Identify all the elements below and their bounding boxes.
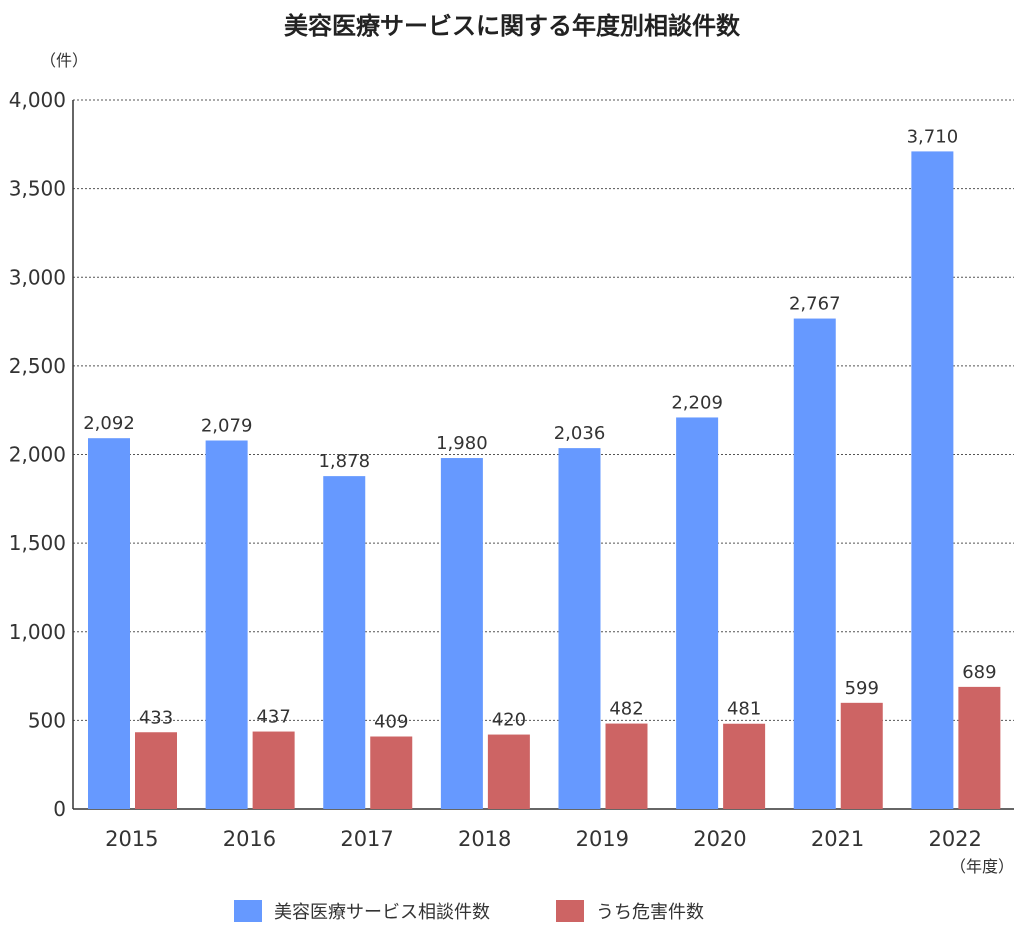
x-tick-label: 2022 [928, 827, 981, 851]
data-label-consultations: 2,767 [789, 294, 841, 315]
bar-consultations [558, 448, 601, 809]
y-tick-label: 2,500 [9, 354, 66, 378]
x-tick-label: 2019 [576, 827, 629, 851]
data-label-harm: 481 [727, 699, 761, 720]
bar-consultations [323, 476, 366, 809]
chart-title: 美容医療サービスに関する年度別相談件数 [284, 12, 740, 40]
bar-harm [370, 736, 413, 809]
legend-label-consultations: 美容医療サービス相談件数 [274, 902, 490, 923]
data-label-consultations: 3,710 [907, 126, 959, 147]
x-tick-label: 2018 [458, 827, 511, 851]
x-tick-label: 2015 [105, 827, 158, 851]
bar-harm [252, 731, 295, 809]
y-tick-label: 3,000 [9, 265, 66, 289]
bar-harm [723, 723, 766, 809]
data-label-consultations: 2,036 [554, 423, 606, 444]
legend-swatch-harm [556, 900, 584, 922]
x-tick-label: 2017 [340, 827, 393, 851]
x-axis-unit-label: （年度） [950, 857, 1014, 876]
x-tick-label: 2020 [693, 827, 746, 851]
bar-consultations [88, 438, 130, 809]
bar-consultations [440, 458, 483, 809]
bar-harm [605, 723, 648, 809]
data-label-harm: 433 [139, 707, 173, 728]
data-label-harm: 599 [845, 678, 879, 699]
legend-item-harm: うち危害件数 [556, 898, 704, 924]
bar-harm [840, 702, 883, 809]
bar-consultations [676, 417, 719, 809]
x-tick-label: 2016 [223, 827, 276, 851]
y-axis-unit-label: （件） [40, 51, 88, 70]
data-label-consultations: 2,209 [671, 392, 723, 413]
bar-harm [135, 732, 177, 809]
x-tick-label: 2021 [811, 827, 864, 851]
bar-harm [958, 686, 1001, 809]
y-tick-label: 500 [28, 708, 66, 732]
data-label-consultations: 1,878 [318, 451, 370, 472]
data-label-harm: 482 [609, 699, 643, 720]
y-tick-label: 1,500 [9, 531, 66, 555]
bar-consultations [793, 318, 836, 809]
y-tick-label: 1,000 [9, 620, 66, 644]
bar-consultations [911, 151, 954, 810]
legend-swatch-consultations [234, 900, 262, 922]
data-label-consultations: 1,980 [436, 433, 488, 454]
data-label-consultations: 2,079 [201, 415, 253, 436]
data-label-harm: 437 [256, 707, 290, 728]
data-label-harm: 409 [374, 712, 408, 733]
y-tick-label: 0 [53, 797, 66, 821]
data-label-consultations: 2,092 [83, 413, 135, 434]
legend-item-consultations: 美容医療サービス相談件数 [234, 898, 490, 924]
y-tick-label: 2,000 [9, 443, 66, 467]
y-tick-label: 4,000 [9, 88, 66, 112]
data-label-harm: 689 [962, 662, 996, 683]
bar-harm [487, 734, 530, 809]
data-label-harm: 420 [492, 710, 526, 731]
bar-consultations [205, 440, 248, 809]
y-tick-label: 3,500 [9, 177, 66, 201]
legend-label-harm: うち危害件数 [596, 902, 704, 923]
